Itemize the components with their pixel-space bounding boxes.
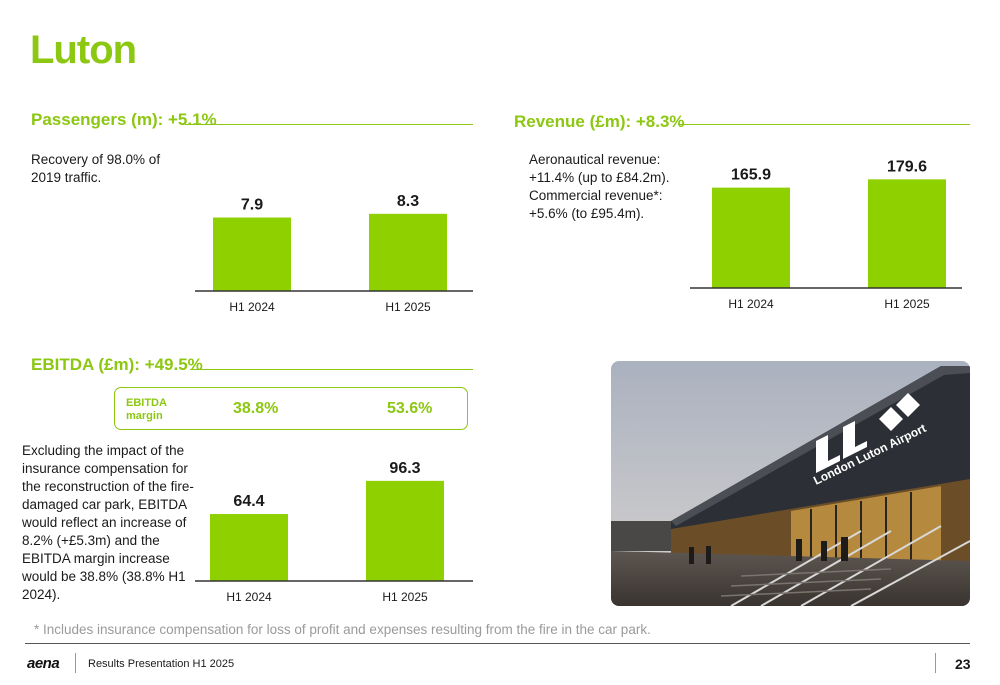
page-title: Luton xyxy=(30,28,137,72)
passengers-chart: 7.9 H1 2024 8.3 H1 2025 xyxy=(195,185,475,315)
note-line: Aeronautical revenue: xyxy=(529,152,661,167)
bar-ebitda xyxy=(366,480,444,581)
footer-divider xyxy=(25,643,970,644)
page-number: 23 xyxy=(955,656,971,672)
note-line: insurance compensation for xyxy=(22,461,188,476)
passengers-rule xyxy=(185,124,473,125)
ebitda-margin-box xyxy=(114,387,468,430)
aena-logo: aena xyxy=(27,655,60,672)
ebitda-margin-label-line: EBITDA xyxy=(126,397,167,409)
revenue-note: Aeronautical revenue: +11.4% (up to £84.2… xyxy=(529,151,669,223)
passengers-note: Recovery of 98.0% of 2019 traffic. xyxy=(31,151,160,187)
footer-separator xyxy=(935,653,936,673)
footer-presentation-title: Results Presentation H1 2025 xyxy=(88,658,235,670)
category-label: H1 2025 xyxy=(884,297,930,311)
ebitda-chart: 64.4 H1 2024 96.3 H1 2025 xyxy=(195,455,475,610)
note-line: would reflect an increase of xyxy=(22,515,187,530)
category-label: H1 2024 xyxy=(229,300,275,314)
bar-value-label: 7.9 xyxy=(241,197,263,214)
revenue-title: Revenue (£m): +8.3% xyxy=(514,112,685,131)
note-line: Excluding the impact of the xyxy=(22,443,185,458)
category-label: H1 2025 xyxy=(385,300,431,314)
note-line: would be 38.8% (38.8% H1 xyxy=(22,569,186,584)
bar-value-label: 64.4 xyxy=(233,493,264,510)
bar-value-label: 179.6 xyxy=(887,158,927,175)
ebitda-note: Excluding the impact of the insurance com… xyxy=(22,442,194,604)
note-line: damaged car park, EBITDA xyxy=(22,497,188,512)
ebitda-title: EBITDA (£m): +49.5% xyxy=(31,355,203,374)
bar-revenue xyxy=(712,187,790,288)
bar-revenue xyxy=(868,179,946,288)
bar-passengers xyxy=(213,217,291,291)
bar-value-label: 96.3 xyxy=(389,460,420,477)
bar-ebitda xyxy=(210,514,288,581)
ebitda-margin-label-line: margin xyxy=(126,410,163,422)
ebitda-rule xyxy=(190,369,473,370)
note-line: 2024). xyxy=(22,587,61,602)
passengers-note-line: Recovery of 98.0% of xyxy=(31,152,161,167)
passengers-note-line: 2019 traffic. xyxy=(31,170,102,185)
note-line: +11.4% (up to £84.2m). xyxy=(529,170,670,185)
bar-value-label: 165.9 xyxy=(731,167,771,184)
note-line: +5.6% (to £95.4m). xyxy=(529,206,645,221)
ebitda-margin-h1-2025: 53.6% xyxy=(387,400,433,417)
category-label: H1 2024 xyxy=(226,590,272,604)
ebitda-margin-h1-2024: 38.8% xyxy=(233,400,279,417)
passengers-title: Passengers (m): +5.1% xyxy=(31,110,217,129)
note-line: the reconstruction of the fire- xyxy=(22,479,194,494)
footnote: * Includes insurance compensation for lo… xyxy=(34,622,651,637)
ebitda-margin-label: EBITDA margin xyxy=(126,397,176,423)
category-label: H1 2025 xyxy=(382,590,428,604)
bar-passengers xyxy=(369,213,447,291)
note-line: EBITDA margin increase xyxy=(22,551,170,566)
revenue-chart: 165.9 H1 2024 179.6 H1 2025 xyxy=(690,150,970,315)
note-line: Commercial revenue*: xyxy=(529,188,663,203)
revenue-rule xyxy=(678,124,970,125)
airport-photo: London Luton Airport xyxy=(611,361,970,606)
footer-separator xyxy=(75,653,76,673)
category-label: H1 2024 xyxy=(728,297,774,311)
note-line: 8.2% (+£5.3m) and the xyxy=(22,533,160,548)
bar-value-label: 8.3 xyxy=(397,193,419,210)
